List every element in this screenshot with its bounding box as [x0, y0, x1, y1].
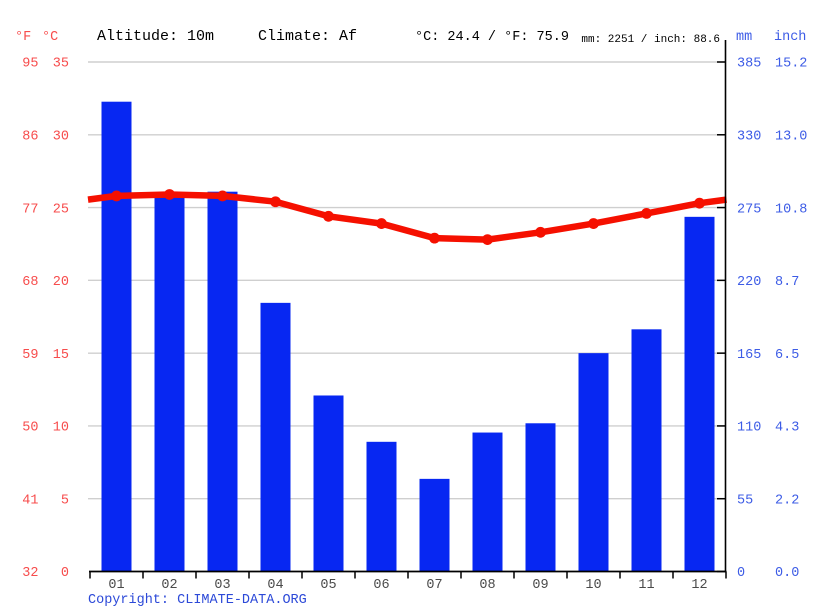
precipitation-bar-08	[472, 432, 503, 572]
mm-tick-label: 55	[737, 493, 753, 508]
temperature-marker-08	[482, 234, 493, 245]
month-label-09: 09	[532, 578, 548, 593]
precipitation-bar-01	[101, 101, 132, 572]
temperature-marker-12	[694, 197, 705, 209]
month-label-12: 12	[691, 578, 707, 593]
precipitation-total-summary: mm: 2251 / inch: 88.6	[581, 34, 720, 46]
inch-tick-label: 10.8	[775, 202, 807, 217]
mm-tick-label: 275	[737, 202, 761, 217]
celsius-tick-label: 30	[53, 129, 69, 144]
precipitation-bar-07	[419, 478, 450, 572]
inch-tick-label: 8.7	[775, 275, 799, 290]
month-label-08: 08	[479, 578, 495, 593]
precipitation-bar-11	[631, 329, 662, 572]
precipitation-bar-12	[684, 216, 715, 572]
celsius-tick-label: 0	[61, 566, 69, 581]
temperature-marker-01	[111, 190, 122, 202]
copyright-prefix: Copyright:	[88, 593, 178, 608]
fahrenheit-tick-label: 86	[22, 129, 38, 144]
climate-zone-label: Climate: Af	[258, 28, 358, 45]
precipitation-bar-10	[578, 353, 609, 572]
copyright: Copyright: CLIMATE-DATA.ORG	[88, 593, 307, 609]
celsius-tick-label: 25	[53, 202, 69, 217]
mm-tick-label: 110	[737, 421, 761, 436]
month-label-05: 05	[320, 578, 336, 593]
precipitation-bar-04	[260, 302, 291, 572]
mm-tick-label: 165	[737, 348, 761, 363]
month-label-02: 02	[161, 578, 177, 593]
mm-tick-label: 330	[737, 129, 761, 144]
fahrenheit-tick-label: 32	[22, 566, 38, 581]
celsius-tick-label: 15	[53, 348, 69, 363]
inch-tick-label: 15.2	[775, 57, 807, 72]
month-label-01: 01	[108, 578, 124, 593]
mm-tick-label: 220	[737, 275, 761, 290]
temperature-marker-09	[535, 226, 546, 238]
inch-tick-label: 6.5	[775, 348, 799, 363]
celsius-tick-label: 10	[53, 421, 69, 436]
temperature-marker-07	[429, 232, 440, 244]
fahrenheit-tick-label: 41	[22, 493, 38, 508]
fahrenheit-tick-label: 59	[22, 348, 38, 363]
month-label-11: 11	[638, 578, 654, 593]
inch-tick-label: 2.2	[775, 493, 799, 508]
fahrenheit-tick-label: 50	[22, 421, 38, 436]
fahrenheit-unit-label: °F	[15, 30, 32, 45]
inch-tick-label: 4.3	[775, 421, 799, 436]
month-label-07: 07	[426, 578, 442, 593]
copyright-link[interactable]: CLIMATE-DATA.ORG	[177, 593, 307, 608]
fahrenheit-tick-label: 68	[22, 275, 38, 290]
temperature-line	[87, 191, 727, 243]
avg-temperature-summary: °C: 24.4 / °F: 75.9	[415, 30, 569, 45]
month-label-03: 03	[214, 578, 230, 593]
month-label-06: 06	[373, 578, 389, 593]
mm-tick-label: 385	[737, 57, 761, 72]
temperature-marker-04	[270, 196, 281, 208]
temperature-marker-06	[376, 218, 387, 229]
celsius-tick-label: 35	[53, 57, 69, 72]
inch-tick-label: 13.0	[775, 129, 807, 144]
temperature-marker-02	[164, 189, 175, 200]
precipitation-bar-06	[366, 441, 397, 572]
celsius-tick-label: 20	[53, 275, 69, 290]
fahrenheit-tick-label: 95	[22, 57, 38, 72]
temperature-marker-11	[641, 207, 652, 219]
temperature-marker-03	[217, 190, 228, 202]
celsius-tick-label: 5	[61, 493, 69, 508]
month-label-10: 10	[585, 578, 601, 593]
precipitation-bar-09	[525, 423, 556, 572]
fahrenheit-tick-label: 77	[22, 202, 38, 217]
altitude-label: Altitude: 10m	[97, 28, 215, 45]
mm-tick-label: 0	[737, 566, 745, 581]
celsius-unit-label: °C	[42, 30, 59, 45]
inch-tick-label: 0.0	[775, 566, 799, 581]
precipitation-bar-02	[154, 196, 185, 572]
precipitation-bar-03	[207, 191, 238, 572]
temperature-marker-10	[588, 218, 599, 229]
precipitation-bar-05	[313, 395, 344, 572]
mm-unit-label: mm	[736, 30, 753, 45]
month-label-04: 04	[267, 578, 283, 593]
temperature-marker-05	[323, 210, 334, 222]
inch-unit-label: inch	[774, 30, 807, 45]
